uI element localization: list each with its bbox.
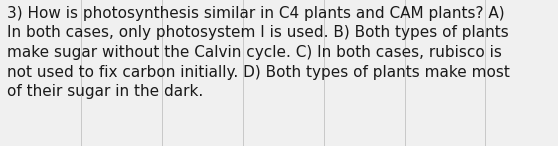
Text: 3) How is photosynthesis similar in C4 plants and CAM plants? A)
In both cases, : 3) How is photosynthesis similar in C4 p… xyxy=(7,6,509,99)
